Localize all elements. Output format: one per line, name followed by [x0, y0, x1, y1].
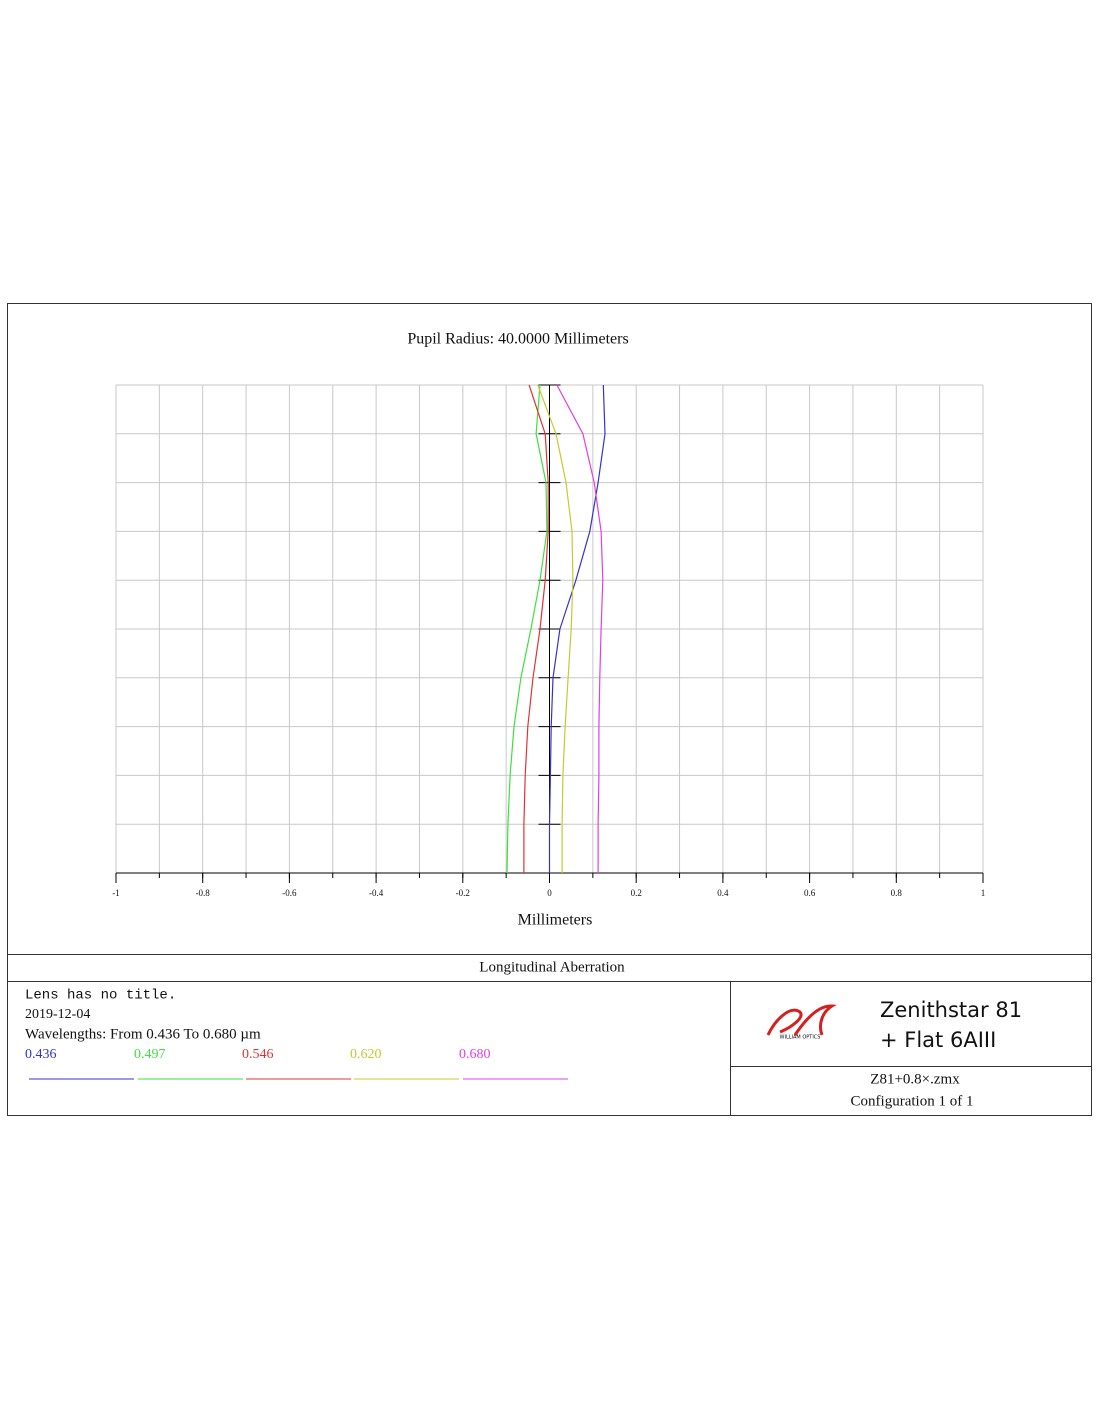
x-tick-label: 0 [547, 888, 552, 898]
x-tick-label: -0.2 [456, 888, 470, 898]
logo-text: WILLIAM OPTICS [780, 1035, 821, 1041]
x-tick-label: -0.8 [196, 888, 211, 898]
x-tick-label: 0.2 [631, 888, 642, 898]
configuration: Configuration 1 of 1 [851, 1093, 974, 1109]
plot-name: Longitudinal Aberration [479, 959, 625, 975]
x-tick-label: 0.4 [717, 888, 729, 898]
aberration-curve [537, 384, 574, 873]
legend-label: 0.620 [350, 1047, 382, 1062]
aberration-curve [523, 384, 549, 873]
logo-swoosh [766, 1004, 837, 1036]
aberration-curve [556, 384, 604, 873]
x-axis-label: Millimeters [518, 912, 593, 929]
x-tick-label: -0.4 [369, 888, 384, 898]
aberration-curve [506, 384, 548, 874]
aberration-curve [548, 384, 606, 873]
lens-title: Lens has no title. [25, 988, 176, 1004]
legend-label: 0.436 [25, 1047, 57, 1062]
x-tick-label: 1 [981, 888, 986, 898]
frame [7, 303, 1092, 1116]
chart-title: Pupil Radius: 40.0000 Millimeters [407, 331, 628, 348]
legend-label: 0.497 [134, 1047, 166, 1062]
x-tick-label: 0.6 [804, 888, 816, 898]
product-name: Zenithstar 81 [880, 998, 1022, 1022]
logo: WILLIAM OPTICS [766, 1004, 837, 1041]
x-tick-label: -0.6 [282, 888, 297, 898]
wavelengths: Wavelengths: From 0.436 To 0.680 µm [25, 1026, 261, 1042]
x-tick-label: -1 [112, 888, 120, 898]
legend-label: 0.680 [459, 1047, 491, 1062]
product-name: + Flat 6AIII [880, 1028, 996, 1052]
file-name: Z81+0.8×.zmx [870, 1071, 960, 1087]
legend-label: 0.546 [242, 1047, 274, 1062]
x-tick-label: 0.8 [891, 888, 903, 898]
date: 2019-12-04 [25, 1007, 90, 1022]
